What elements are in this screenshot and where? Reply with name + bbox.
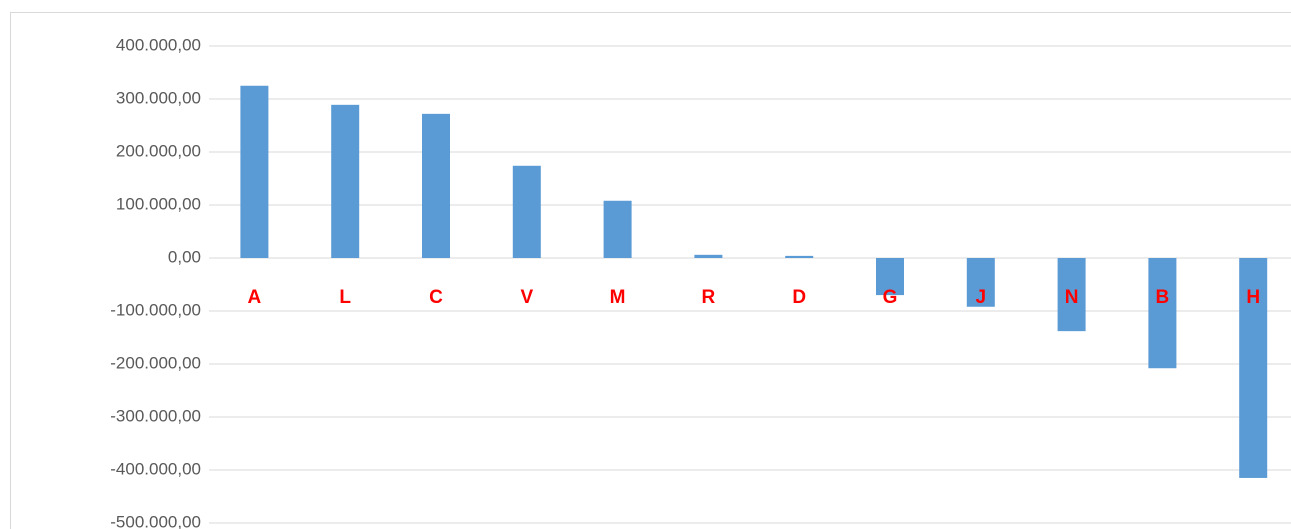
y-tick-label: 400.000,00 (116, 35, 201, 54)
category-label: B (1156, 287, 1170, 308)
bar (785, 255, 814, 258)
category-label: L (339, 287, 351, 308)
category-label: A (248, 287, 262, 308)
y-tick-label: 300.000,00 (116, 88, 201, 107)
category-label: V (520, 287, 533, 308)
y-tick-label: -500.000,00 (110, 512, 201, 529)
bar (1057, 258, 1086, 332)
bar (1239, 258, 1268, 478)
category-label: N (1065, 287, 1079, 308)
bar (966, 258, 995, 307)
category-label: D (792, 287, 806, 308)
category-label: H (1246, 287, 1260, 308)
bar (603, 200, 632, 258)
bar (422, 113, 450, 258)
chart-border (10, 12, 1291, 529)
category-label: M (610, 287, 626, 308)
category-label: J (976, 287, 987, 308)
category-label: C (429, 287, 443, 308)
bar (876, 258, 904, 296)
bar (512, 165, 541, 258)
y-tick-label: 100.000,00 (116, 194, 201, 213)
y-tick-label: 200.000,00 (116, 141, 201, 160)
bar (331, 104, 360, 258)
category-label: R (702, 287, 716, 308)
y-tick-label: 0,00 (168, 247, 201, 266)
y-tick-label: -200.000,00 (110, 353, 201, 372)
bar (1148, 258, 1177, 369)
y-tick-label: -100.000,00 (110, 300, 201, 319)
bar (240, 85, 269, 258)
category-label: G (883, 287, 898, 308)
y-tick-label: -400.000,00 (110, 459, 201, 478)
bar (694, 254, 723, 258)
y-tick-label: -300.000,00 (110, 406, 201, 425)
